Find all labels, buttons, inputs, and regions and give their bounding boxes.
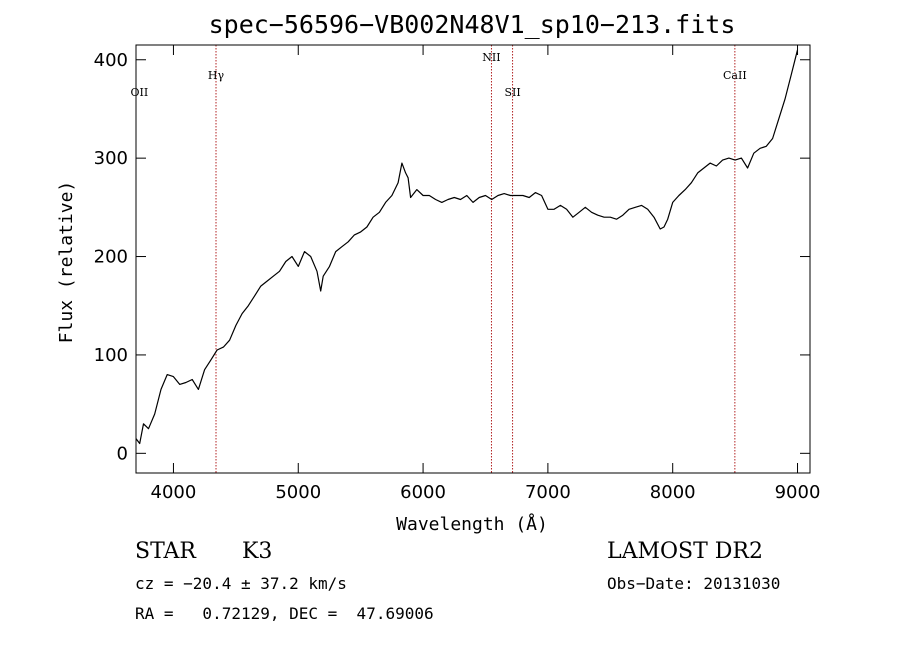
x-tick-label: 6000 [400,482,446,503]
x-tick-label: 5000 [275,482,321,503]
chart-title: spec−56596−VB002N48V1_sp10−213.fits [209,10,736,39]
x-axis-label: Wavelength (Å) [396,513,548,535]
survey-label: LAMOST DR2 [607,539,763,564]
x-tick-label: 7000 [525,482,571,503]
axis-ticks: 4000 5000 6000 7000 8000 9000 0 100 200 300 400 [94,45,821,503]
emission-line-markers: OII Hγ NII SII CaII [131,45,747,473]
coordinates-text: RA = 0.72129, DEC = 47.69006 [135,604,434,623]
spectral-line-label: CaII [723,69,747,82]
y-tick-label: 300 [94,148,128,169]
redshift-text: cz = −20.4 ± 37.2 km/s [135,574,347,593]
object-subclass: K3 [242,539,273,564]
y-tick-label: 0 [117,443,128,464]
x-tick-label: 8000 [650,482,696,503]
x-tick-label: 9000 [775,482,821,503]
spectral-line-label: Hγ [208,69,225,82]
y-tick-label: 100 [94,345,128,366]
spectrum-series [135,49,799,445]
spectrum-line [135,49,799,445]
obs-date-text: Obs−Date: 20131030 [607,574,781,593]
object-class: STAR [135,539,196,564]
spectral-line-label: OII [131,86,149,99]
spectral-line-label: SII [504,86,520,99]
y-tick-label: 400 [94,50,128,71]
x-tick-label: 4000 [151,482,197,503]
plot-frame [135,44,811,474]
y-axis-label: Flux (relative) [56,181,77,344]
y-tick-label: 200 [94,247,128,268]
spectral-line-label: NII [482,51,500,64]
